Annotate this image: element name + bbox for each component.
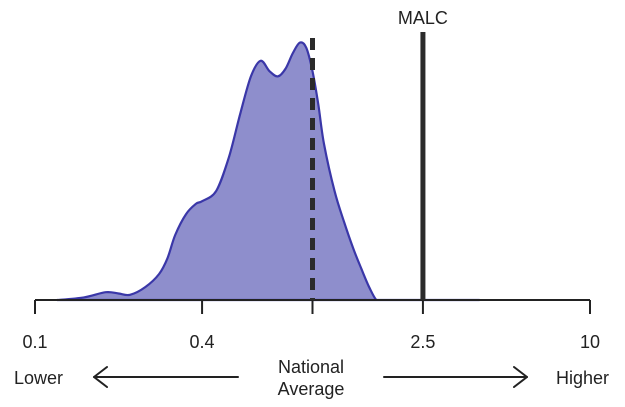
x-axis [34, 299, 591, 314]
x-tick-label: 2.5 [410, 332, 435, 352]
malc-label: MALC [398, 8, 448, 28]
reference-lines: MALC [310, 8, 448, 300]
annotation-lower: Lower [14, 368, 63, 388]
arrow-left-icon [93, 366, 239, 388]
x-tick-label: 10 [580, 332, 600, 352]
annotation-higher: Higher [556, 368, 609, 388]
arrow-right-icon [383, 366, 528, 388]
distribution-area [56, 41, 480, 302]
x-tick-label: 0.1 [22, 332, 47, 352]
x-tick-labels: 0.1 0.4 2.5 10 [22, 332, 600, 352]
annotation-national-average: National Average [278, 357, 345, 399]
x-tick-label: 0.4 [190, 332, 215, 352]
